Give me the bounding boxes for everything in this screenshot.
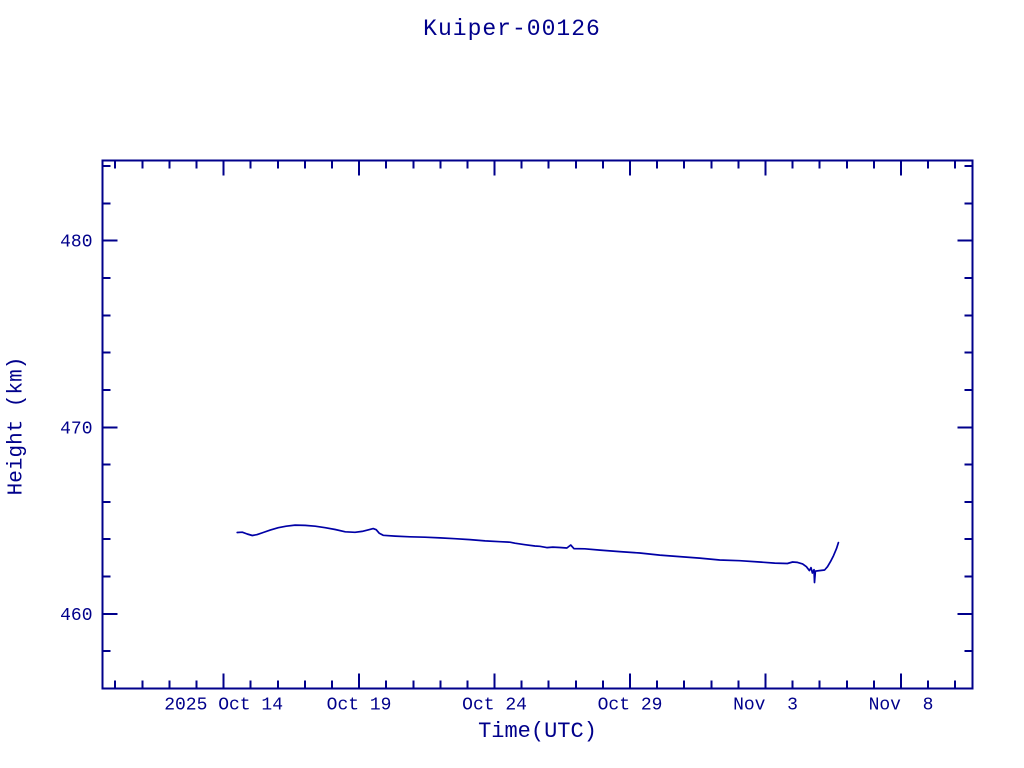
y-tick-label: 480 [60, 233, 92, 253]
y-axis-label: Height (km) [5, 356, 29, 496]
height-series-line [236, 524, 840, 584]
x-tick-label: Oct 29 [598, 696, 663, 716]
chart-title: Kuiper-00126 [423, 16, 601, 42]
x-axis-label: Time(UTC) [478, 719, 597, 744]
x-tick-label: Nov 3 [733, 696, 798, 716]
y-tick-label: 470 [60, 419, 92, 439]
x-tick-label: Oct 19 [327, 696, 392, 716]
plot-frame [101, 159, 974, 690]
x-tick-label: Nov 8 [869, 696, 934, 716]
x-tick-label: 2025 Oct 14 [164, 696, 283, 716]
y-tick-label: 460 [60, 606, 92, 626]
x-tick-label: Oct 24 [462, 696, 527, 716]
